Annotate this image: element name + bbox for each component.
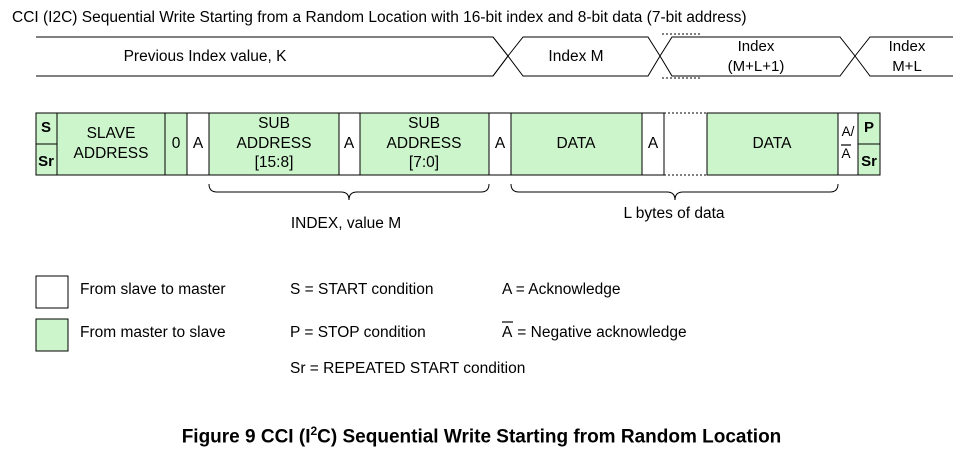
timeline-index-mpl1-line2: (M+L+1) [728,58,785,75]
cell-data-first [510,112,643,176]
index-brace [208,183,490,201]
cell-slave-address [56,112,166,176]
timeline-index-m-label: Index M [548,48,603,65]
ack-4-label: A [648,135,659,152]
cell-ack-4 [641,112,665,176]
timeline-index-mpl-line2: M+L [892,58,922,75]
sub-address-low-line2: ADDRESS [387,135,462,152]
start-label: S [41,119,51,136]
caption-prefix: Figure 9 CCI (I [181,426,311,448]
legend-nak-symbol: A [502,324,513,341]
timeline-crossover-1 [492,36,509,77]
data-last-label: DATA [752,135,792,152]
data-first-label: DATA [556,135,596,152]
sub-address-high-line2: ADDRESS [237,135,312,152]
sub-address-low-line3: [7:0] [409,154,439,171]
legend-stop: P = STOP condition [290,324,426,341]
cell-final-ack [837,112,859,176]
diagram-title: CCI (I2C) Sequential Write Starting from… [12,9,747,26]
legend-repeated-start: Sr = REPEATED START condition [290,360,525,377]
data-brace-label: L bytes of data [623,205,724,222]
i2c-frame [35,112,881,176]
caption-suffix: C) Sequential Write Starting from Random… [317,426,782,448]
final-ack-label: A/ [842,124,855,139]
figure-caption: Figure 9 CCI (I2C) Sequential Write Star… [0,424,963,448]
timeline-prev-index-label: Previous Index value, K [124,48,288,65]
slave-address-line1: SLAVE [87,125,136,142]
legend-master-swatch [35,318,69,352]
rw-bit-label: 0 [172,135,181,152]
stop-label: P [864,119,874,136]
ack-1-label: A [193,135,204,152]
legend-start: S = START condition [290,281,433,298]
ack-2-label: A [344,135,355,152]
timeline-segment-index-mpl-top [854,36,953,57]
repeated-start-end-label: Sr [861,153,877,170]
cell-data-last [706,112,839,176]
legend-acknowledge: A = Acknowledge [502,281,621,298]
index-timeline [36,33,953,79]
ack-3-label: A [495,135,506,152]
data-brace [510,183,839,201]
timeline-segment-index-mpl-bottom [854,55,953,77]
legend-slave-swatch [35,275,69,309]
legend-master-label: From master to slave [80,324,226,341]
legend-slave-label: From slave to master [80,281,226,298]
final-nak-label: A [841,146,850,161]
timeline-index-mpl-line1: Index [889,38,926,55]
sub-address-low-line1: SUB [408,115,440,132]
sub-address-high-line3: [15:8] [255,154,294,171]
slave-address-line2: ADDRESS [74,145,149,162]
index-brace-label: INDEX, value M [291,215,401,232]
sub-address-high-line1: SUB [258,115,290,132]
cell-sub-address-low [359,112,490,176]
timeline-index-mpl1-line1: Index [738,38,775,55]
caption-superscript: 2 [310,424,318,438]
legend-nak-text: = Negative acknowledge [513,324,687,341]
cell-sub-address-high [208,112,340,176]
repeated-start-label: Sr [38,153,54,170]
